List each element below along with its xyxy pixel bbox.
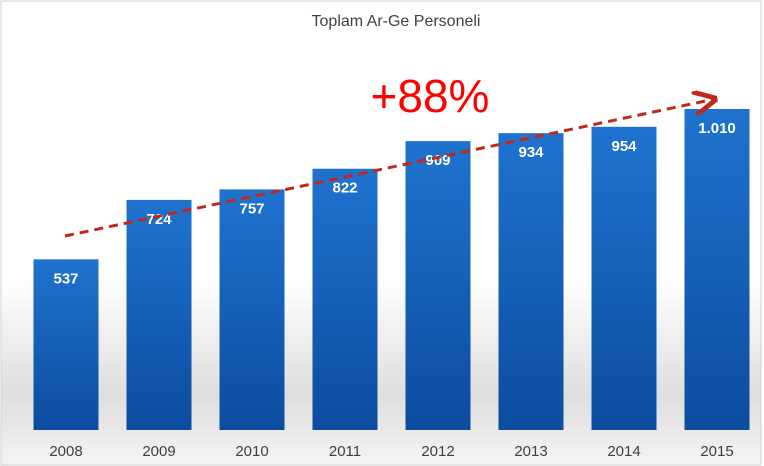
- x-tick-label: 2013: [514, 443, 547, 460]
- x-tick-label: 2010: [235, 443, 268, 460]
- x-tick-label: 2011: [329, 443, 361, 460]
- bar: [33, 259, 99, 430]
- trend-arrow: [64, 99, 715, 238]
- x-tick-label: 2012: [421, 443, 454, 460]
- annotation: +88%: [371, 70, 490, 122]
- x-tick-label: 2009: [142, 443, 175, 460]
- bar: [498, 133, 564, 430]
- bar: [126, 199, 192, 430]
- value-label: 934: [518, 144, 544, 161]
- value-label: 954: [611, 138, 637, 155]
- bar: [405, 141, 471, 430]
- bar: [312, 168, 378, 430]
- value-label: 724: [146, 211, 172, 228]
- bar: [684, 109, 750, 430]
- bar: [219, 189, 285, 430]
- x-tick-label: 2014: [607, 443, 640, 460]
- chart-title: Toplam Ar-Ge Personeli: [312, 13, 481, 30]
- x-tick-label: 2015: [700, 443, 733, 460]
- value-label: 909: [425, 152, 450, 169]
- bar: [591, 126, 657, 430]
- value-label: 537: [53, 270, 78, 287]
- value-label: 822: [332, 180, 357, 197]
- value-label: 1.010: [698, 120, 736, 137]
- x-tick-label: 2008: [49, 443, 82, 460]
- value-label: 757: [239, 200, 264, 217]
